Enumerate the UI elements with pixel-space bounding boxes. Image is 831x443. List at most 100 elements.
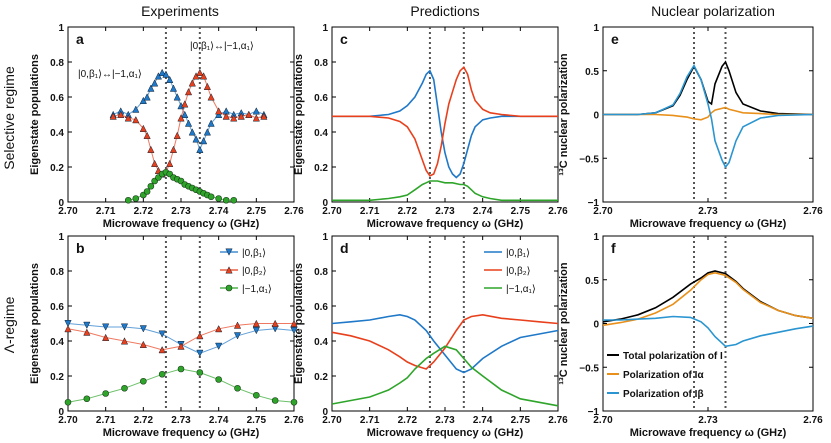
series-line	[602, 271, 814, 327]
series-e-1	[603, 106, 813, 121]
data-point	[177, 114, 185, 122]
row-title-selective-regime: Selective regime	[1, 66, 17, 170]
data-point	[132, 105, 140, 113]
data-point	[192, 135, 200, 143]
x-tick-label: 2.75	[511, 206, 531, 217]
panel-c: 2.70 2.71 2.72 2.73 2.74 2.75 2.76 0 0.2 0.4 0.6 0.…	[293, 23, 568, 230]
x-tick-label: 2.71	[360, 415, 380, 426]
x-axis-label: Microwave frequency ω (GHz)	[630, 218, 787, 230]
y-axis-label: Eigenstate populations	[293, 54, 305, 175]
panel-label-a: a	[76, 31, 84, 47]
x-tick-label: 2.73	[698, 415, 718, 426]
x-tick-label: 2.75	[247, 415, 267, 426]
data-point	[215, 342, 223, 351]
data-point	[271, 319, 279, 327]
legend-label: |0,β₂⟩	[242, 266, 267, 277]
y-tick-label: −0.5	[579, 154, 599, 165]
data-point	[203, 128, 211, 136]
data-point	[192, 72, 200, 80]
x-tick-label: 2.76	[548, 206, 568, 217]
data-point	[215, 376, 222, 383]
x-tick-label: 2.70	[322, 206, 342, 217]
data-point	[207, 93, 215, 101]
panel-label-d: d	[340, 240, 349, 256]
x-axis-label: Microwave frequency ω (GHz)	[630, 427, 787, 439]
y-tick-label: 0.8	[314, 267, 328, 278]
x-tick-label: 2.72	[398, 206, 418, 217]
x-tick-label: 2.73	[435, 415, 455, 426]
series-f-0	[602, 270, 814, 323]
panel-label-b: b	[76, 240, 85, 256]
data-point	[83, 321, 91, 330]
data-point	[140, 377, 147, 385]
data-point	[184, 87, 193, 96]
data-point	[215, 110, 223, 118]
y-tick-label: 0	[593, 320, 599, 331]
x-axis-label: Microwave frequency ω (GHz)	[367, 427, 524, 439]
y-tick-label: −1	[588, 198, 600, 209]
y-tick-label: 1	[322, 232, 328, 243]
y-tick-label: 0.5	[585, 276, 599, 287]
panel-label-c: c	[340, 31, 348, 47]
data-point	[169, 145, 178, 153]
x-tick-label: 2.71	[96, 206, 116, 217]
data-point	[132, 115, 140, 124]
data-point	[139, 340, 147, 348]
series-b-1	[64, 319, 298, 354]
x-tick-label: 2.70	[593, 206, 613, 217]
y-tick-label: 0.4	[314, 337, 328, 348]
legend-label: Total polarization of I	[623, 351, 723, 362]
x-tick-label: 2.73	[698, 206, 718, 217]
series-line	[67, 368, 295, 403]
data-point	[64, 324, 72, 333]
series-a-1	[109, 68, 268, 178]
x-tick-label: 2.70	[58, 415, 78, 426]
legend-marker	[225, 284, 233, 292]
y-tick-label: 0.5	[585, 67, 599, 78]
data-point	[290, 398, 298, 406]
y-axis-label: Eigenstate populations	[29, 54, 41, 175]
series-d-2	[331, 345, 559, 407]
series-line	[332, 180, 558, 202]
data-point	[132, 195, 140, 202]
y-tick-label: 0.6	[50, 93, 64, 104]
y-tick-label: 0.2	[314, 163, 328, 174]
series-e-2	[603, 63, 814, 169]
data-point	[139, 96, 147, 104]
series-f-1	[602, 271, 814, 327]
data-point	[102, 333, 110, 341]
y-tick-label: 0.4	[314, 128, 328, 139]
data-point	[151, 159, 159, 167]
y-tick-label: 0	[322, 407, 328, 418]
data-point	[151, 79, 159, 87]
data-point	[188, 128, 196, 136]
x-tick-label: 2.74	[473, 415, 493, 426]
axes-frame-d	[331, 235, 559, 412]
data-point	[196, 349, 204, 358]
data-point	[173, 131, 181, 139]
data-point	[188, 79, 196, 87]
data-point	[196, 369, 204, 376]
data-point	[109, 112, 117, 120]
series-line	[603, 63, 814, 169]
series-b-0	[64, 320, 298, 358]
series-d-1	[331, 313, 559, 370]
x-tick-label: 2.74	[209, 415, 229, 426]
panel-b: 2.70 2.71 2.72 2.73 2.74 2.75 2.76 0 0.2 0.4 0.6 0.…	[29, 232, 304, 439]
data-point	[290, 327, 298, 335]
x-tick-label: 2.74	[473, 206, 493, 217]
y-tick-label: 0.8	[314, 58, 328, 69]
data-point	[166, 75, 174, 83]
y-tick-label: 0.8	[50, 267, 64, 278]
series-line	[331, 313, 559, 374]
data-point	[177, 342, 185, 350]
data-point	[222, 112, 230, 120]
y-tick-label: 0.4	[50, 128, 64, 139]
x-tick-label: 2.71	[96, 415, 116, 426]
row-title-lambda-regime: Λ-regime	[1, 296, 17, 353]
y-axis-label: ¹³C nuclear polarization	[558, 262, 570, 385]
data-point	[177, 365, 185, 373]
y-tick-label: 0.4	[50, 337, 64, 348]
data-point	[260, 112, 268, 120]
